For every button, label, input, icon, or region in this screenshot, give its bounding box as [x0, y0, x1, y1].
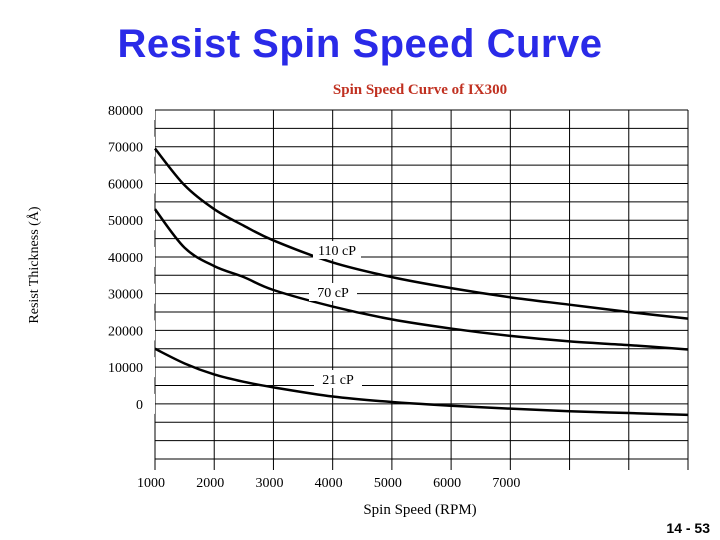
chart-grid: [154, 109, 689, 470]
y-tick-label-mask: [95, 393, 155, 414]
x-tick-label: 2000: [196, 476, 224, 491]
series-line-70-cp: [154, 208, 689, 351]
y-tick-label-mask: [95, 100, 155, 120]
y-tick-label: 50000: [108, 214, 143, 229]
x-tick-label: 1000: [137, 476, 165, 491]
chart-tick-labels: 0 10000 20000 30000 40000 50000 60000 70000 8000…: [95, 100, 520, 491]
y-tick-label: 60000: [108, 177, 143, 192]
x-tick-label: 7000: [492, 476, 520, 491]
page-number: 14 - 53: [666, 520, 710, 536]
y-tick-label-mask: [95, 173, 155, 194]
slide-title: Resist Spin Speed Curve: [117, 22, 603, 66]
y-tick-label: 80000: [108, 104, 143, 119]
y-tick-label-mask: [95, 246, 155, 267]
chart-title: Spin Speed Curve of IX300: [332, 82, 508, 98]
y-tick-label-mask: [95, 283, 155, 304]
y-tick-label: 20000: [108, 324, 143, 339]
chart-series-lines: [154, 147, 689, 417]
annotation-mask: [314, 370, 362, 388]
x-tick-label: 5000: [374, 476, 402, 491]
chart-annotations: 110 cP 70 cP 21 cP: [309, 241, 362, 388]
x-tick-label: 3000: [255, 476, 283, 491]
y-tick-label-mask: [95, 357, 155, 378]
x-tick-label: 4000: [315, 476, 343, 491]
series-line-21-cp: [154, 347, 689, 417]
annotation-mask: [309, 283, 357, 301]
y-tick-label: 0: [136, 398, 143, 413]
annotation-110-cp: 110 cP: [318, 244, 356, 259]
y-tick-label-mask: [95, 320, 155, 341]
annotation-mask: [313, 241, 361, 259]
series-line-110-cp: [154, 147, 689, 320]
annotation-70-cp: 70 cP: [317, 286, 349, 301]
y-tick-label-mask: [95, 136, 155, 157]
y-tick-label: 40000: [108, 251, 143, 266]
x-axis-label: Spin Speed (RPM): [363, 502, 477, 518]
y-tick-label-mask: [95, 210, 155, 231]
y-tick-label: 70000: [108, 141, 143, 156]
x-tick-label: 6000: [433, 476, 461, 491]
y-tick-label: 10000: [108, 361, 143, 376]
y-tick-label: 30000: [108, 288, 143, 303]
annotation-21-cp: 21 cP: [322, 373, 354, 388]
